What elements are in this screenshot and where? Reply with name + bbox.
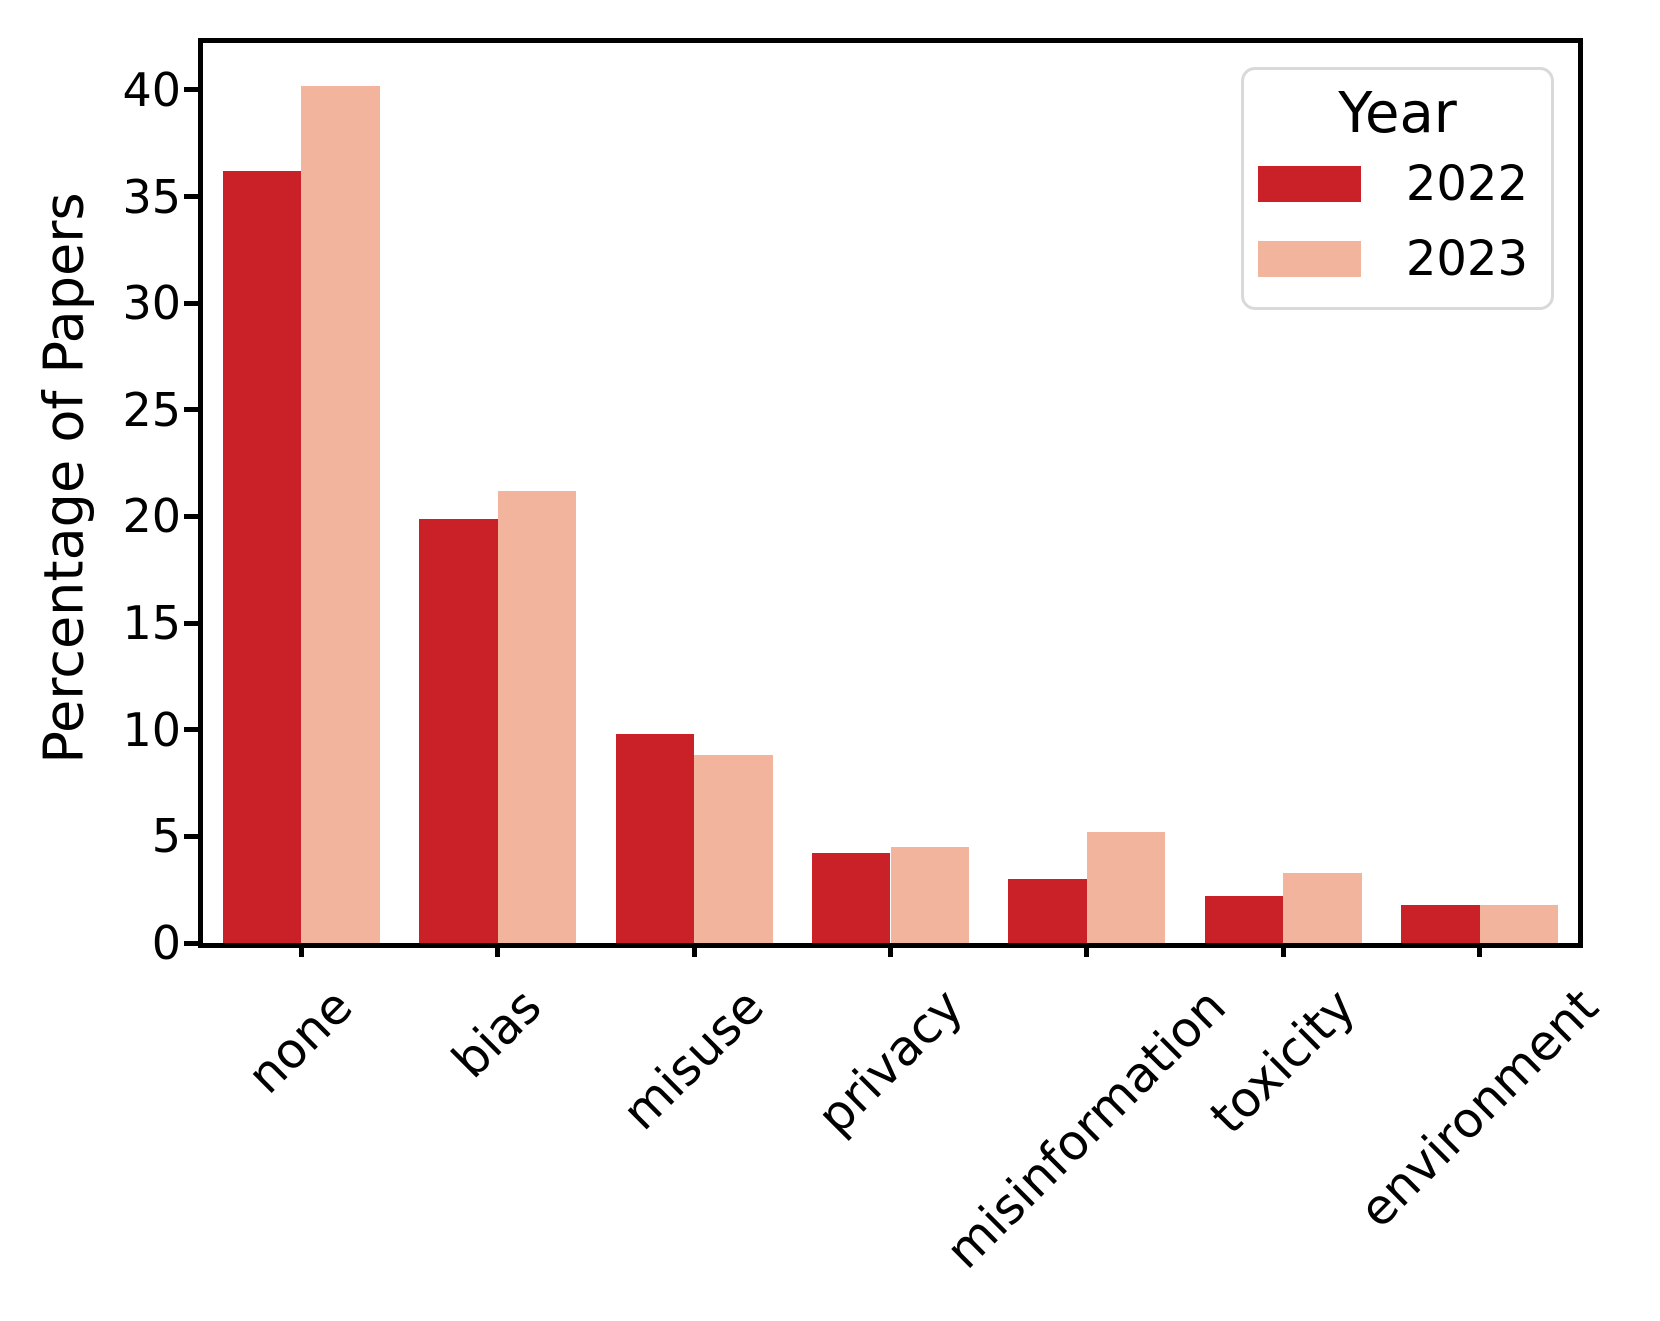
bar-toxicity-2023 — [1283, 872, 1362, 943]
legend-swatch-2023 — [1258, 241, 1361, 277]
legend-label-2022: 2022 — [1405, 156, 1528, 212]
y-tick-label-0: 0 — [151, 916, 181, 970]
y-tick-5 — [184, 833, 198, 839]
y-tick-0 — [184, 940, 198, 946]
y-tick-20 — [184, 513, 198, 519]
bar-bias-2022 — [419, 518, 498, 943]
bar-misinformation-2023 — [1086, 832, 1166, 943]
x-tick-label-toxicity: toxicity — [1199, 977, 1367, 1145]
x-tick-environment — [1477, 943, 1483, 957]
legend-label-2023: 2023 — [1405, 231, 1528, 287]
y-tick-label-40: 40 — [122, 62, 181, 117]
legend-entry-2023: 2023 — [1258, 231, 1528, 287]
y-tick-30 — [184, 300, 198, 306]
x-tick-misuse — [691, 943, 697, 957]
y-tick-40 — [184, 87, 198, 93]
bar-privacy-2023 — [890, 847, 970, 943]
x-tick-toxicity — [1280, 943, 1286, 957]
y-tick-label-10: 10 — [122, 702, 181, 757]
bar-none-2022 — [222, 170, 302, 943]
x-tick-label-misuse: misuse — [611, 977, 776, 1141]
x-tick-none — [298, 943, 304, 957]
bar-misuse-2023 — [694, 755, 773, 943]
x-tick-bias — [495, 943, 501, 957]
x-tick-misinformation — [1084, 943, 1090, 957]
y-tick-25 — [184, 407, 198, 413]
y-tick-label-35: 35 — [122, 169, 181, 224]
bar-misuse-2022 — [615, 733, 695, 943]
bar-toxicity-2022 — [1204, 896, 1284, 943]
x-tick-label-privacy: privacy — [806, 977, 974, 1146]
bar-none-2023 — [301, 85, 380, 943]
bar-environment-2023 — [1479, 904, 1559, 943]
x-tick-privacy — [888, 943, 893, 957]
y-tick-label-15: 15 — [122, 596, 181, 651]
x-tick-label-bias: bias — [441, 977, 553, 1090]
x-tick-label-environment: environment — [1348, 977, 1610, 1239]
legend-title: Year — [1338, 81, 1457, 146]
bar-privacy-2022 — [811, 853, 891, 943]
y-tick-10 — [184, 727, 198, 733]
legend-swatch-2022 — [1258, 166, 1361, 202]
y-tick-15 — [184, 620, 198, 626]
y-tick-label-5: 5 — [151, 809, 181, 864]
y-tick-35 — [184, 194, 198, 200]
y-tick-label-30: 30 — [122, 276, 181, 331]
bar-environment-2022 — [1401, 904, 1480, 943]
y-tick-label-25: 25 — [122, 382, 181, 437]
x-tick-label-none: none — [237, 977, 364, 1105]
y-tick-label-20: 20 — [122, 489, 181, 544]
legend-entry-2022: 2022 — [1258, 156, 1528, 212]
x-tick-label-misinformation: misinformation — [935, 977, 1238, 1280]
legend: Year 2022 2023 — [1241, 67, 1554, 310]
bar-bias-2023 — [497, 490, 577, 943]
bar-misinformation-2022 — [1008, 879, 1087, 943]
